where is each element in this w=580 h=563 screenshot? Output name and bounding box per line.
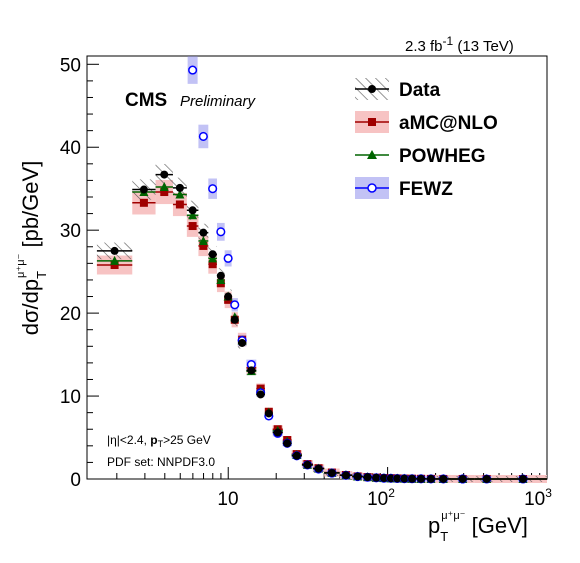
fewz-point	[208, 184, 218, 194]
data-point	[519, 474, 528, 483]
legend-entry-fewz: FEWZ	[355, 177, 453, 200]
data-point	[353, 472, 362, 481]
pdf-set-label: PDF set: NNPDF3.0	[107, 455, 215, 469]
data-point	[327, 468, 336, 477]
data-point	[379, 474, 388, 483]
x-tick-label-100: 102	[367, 486, 395, 510]
data-point	[386, 474, 395, 483]
data-point	[175, 183, 184, 192]
data-point	[439, 474, 448, 483]
fewz-point	[198, 131, 208, 142]
data-point	[408, 474, 417, 483]
data-point	[139, 185, 148, 194]
powheg-point	[188, 210, 198, 220]
powheg-point	[175, 189, 185, 199]
y-axis-title: dσ/dpTμ⁺μ⁻ [pb/GeV]	[15, 161, 49, 336]
y-tick-label-50: 50	[60, 55, 81, 76]
amcnlo-point	[175, 200, 184, 209]
legend-entry-amcnlo: aMC@NLO	[355, 111, 498, 134]
y-tick-label-0: 0	[70, 470, 81, 491]
powheg-point	[159, 182, 169, 192]
y-tick-label-40: 40	[60, 138, 81, 159]
amcnlo-point	[160, 188, 169, 197]
data-point	[264, 409, 273, 418]
experiment-label: CMS	[125, 90, 167, 111]
legend-entry-powheg: POWHEG	[355, 146, 486, 167]
data-point	[256, 390, 265, 399]
y-tick-labels: 0 10 20 30 40 50	[60, 55, 81, 491]
y-tick-label-10: 10	[60, 387, 81, 408]
x-tick-label-1000: 103	[524, 486, 552, 510]
y-tick-label-20: 20	[60, 304, 81, 325]
fewz-point	[216, 227, 226, 237]
fewz-point	[223, 253, 233, 263]
data-point	[224, 292, 233, 301]
kinematic-cuts: |η|<2.4, pT>25 GeV	[107, 433, 211, 449]
legend-label-data: Data	[399, 80, 441, 101]
data-point	[341, 471, 350, 480]
legend-data-marker	[368, 85, 376, 93]
y-tick-label-30: 30	[60, 221, 81, 242]
data-point	[292, 451, 301, 460]
legend-label-amcnlo: aMC@NLO	[399, 113, 498, 134]
data-point	[216, 271, 225, 280]
data-point	[230, 315, 239, 324]
legend-amcnlo-marker	[368, 118, 376, 126]
amcnlo-point	[110, 261, 119, 270]
powheg-point	[110, 255, 120, 265]
plot-frame	[86, 55, 548, 480]
data-point	[188, 206, 197, 215]
x-tick-label-10: 10	[217, 489, 238, 510]
data-point	[208, 250, 217, 259]
amcnlo-point	[208, 260, 217, 269]
legend-entry-data: Data	[355, 78, 441, 101]
amcnlo-point	[139, 198, 148, 207]
amcnlo-point	[199, 241, 208, 250]
powheg-point	[198, 235, 208, 245]
fewz-point	[188, 65, 198, 75]
data-point	[160, 170, 169, 179]
luminosity-label: 2.3 fb-1 (13 TeV)	[405, 34, 514, 55]
data-point	[283, 439, 292, 448]
legend-label-fewz: FEWZ	[399, 179, 453, 200]
data-point	[417, 474, 426, 483]
legend: Data aMC@NLO POWHEG FEWZ	[355, 78, 498, 200]
data-point	[363, 473, 372, 482]
x-axis-title: pTμ⁺μ⁻ [GeV]	[428, 510, 528, 544]
data-point	[372, 473, 381, 482]
data-point	[199, 228, 208, 237]
data-points	[96, 65, 547, 484]
data-point	[426, 474, 435, 483]
amcnlo-point	[188, 222, 197, 231]
fewz-point	[230, 300, 240, 310]
data-point	[314, 464, 323, 473]
data-point	[238, 338, 247, 347]
data-point	[247, 366, 256, 375]
data-point	[303, 460, 312, 469]
data-point	[273, 428, 282, 437]
data-point	[482, 474, 491, 483]
legend-label-powheg: POWHEG	[399, 146, 486, 167]
data-point	[458, 474, 467, 483]
data-point	[400, 474, 409, 483]
data-point	[393, 474, 402, 483]
status-label: Preliminary	[180, 93, 257, 110]
legend-powheg-marker	[367, 150, 377, 159]
legend-fewz-marker	[367, 183, 377, 193]
data-point	[110, 246, 119, 255]
